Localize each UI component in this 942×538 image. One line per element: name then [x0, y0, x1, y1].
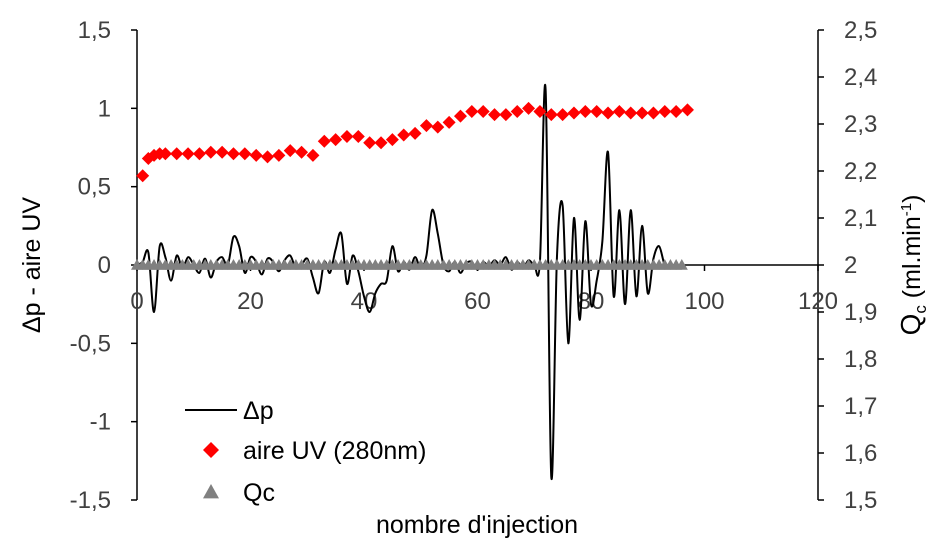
x-tick-label: 20: [237, 288, 264, 315]
y-right-tick-label: 1,6: [844, 440, 877, 467]
x-tick-label: 100: [684, 288, 724, 315]
y-right-tick-label: 2,1: [844, 205, 877, 232]
y-axis-right-title: Qc (ml.min-1): [895, 195, 930, 336]
uv-point: [249, 148, 263, 162]
axes-group: -1,5 -1 -0,5 0 0,5 1 1,5 1,5 1,6 1,7 1,8 1,9 2 2,1 2,2…: [18, 17, 930, 538]
uv-point: [306, 148, 320, 162]
y-right-tick-label: 2,2: [844, 158, 877, 185]
uv-point: [544, 108, 558, 122]
uv-point: [431, 120, 445, 134]
y-right-tick-label: 1,8: [844, 346, 877, 373]
uv-point: [374, 136, 388, 150]
series-line-dp: [136, 84, 682, 481]
y-left-tick-label: 1: [98, 95, 111, 122]
legend-swatch-triangle: [203, 484, 219, 499]
y-left-tick-label: 0: [98, 252, 111, 279]
uv-point: [261, 150, 275, 164]
y-right-tick-label: 2,5: [844, 17, 877, 44]
uv-point: [476, 104, 490, 118]
uv-point: [646, 106, 660, 120]
uv-point: [453, 109, 467, 123]
y-left-tick-label: 0,5: [78, 174, 111, 201]
uv-point: [465, 104, 479, 118]
uv-point: [340, 130, 354, 144]
x-axis-title: nombre d'injection: [376, 511, 578, 538]
y-axis-right-title-part: Q: [895, 314, 926, 336]
uv-point: [408, 126, 422, 140]
uv-point: [488, 108, 502, 122]
uv-point: [499, 108, 513, 122]
uv-point: [522, 101, 536, 115]
uv-point: [351, 130, 365, 144]
qc-point: [675, 259, 688, 270]
uv-point: [567, 106, 581, 120]
legend-swatch-diamond: [203, 442, 219, 458]
y-left-tick-label: -1: [90, 409, 111, 436]
legend-label: Qc: [243, 479, 275, 507]
uv-point: [658, 104, 672, 118]
uv-point: [680, 103, 694, 117]
uv-point: [283, 144, 297, 158]
x-tick-label: 0: [130, 288, 143, 315]
uv-point: [170, 147, 184, 161]
y-right-tick-label: 2,3: [844, 111, 877, 138]
y-axis-right-title-part: ): [898, 195, 926, 203]
uv-point: [590, 104, 604, 118]
plot-area: [131, 84, 694, 481]
y-axis-right-title-part: c: [911, 305, 930, 314]
y-axis-right-title-part: -1: [898, 203, 915, 216]
y-axis-right-title-part: (ml.min: [898, 216, 926, 305]
x-tick-label: 120: [798, 288, 838, 315]
legend: Δp aire UV (280nm) Qc: [185, 397, 426, 507]
legend-label: aire UV (280nm): [243, 437, 426, 465]
uv-point: [238, 147, 252, 161]
y-right-tick-label: 1,5: [844, 487, 877, 514]
uv-point: [510, 104, 524, 118]
uv-point: [635, 106, 649, 120]
uv-point: [442, 115, 456, 129]
uv-point: [578, 104, 592, 118]
uv-point: [136, 169, 150, 183]
uv-point: [419, 119, 433, 133]
y-axis-left-title: Δp - aire UV: [18, 197, 46, 334]
uv-point: [329, 133, 343, 147]
y-left-tick-label: 1,5: [78, 17, 111, 44]
uv-point: [533, 104, 547, 118]
uv-point: [385, 133, 399, 147]
y-right-tick-label: 1,7: [844, 393, 877, 420]
uv-point: [363, 136, 377, 150]
uv-point: [272, 148, 286, 162]
uv-point: [181, 147, 195, 161]
uv-point: [226, 147, 240, 161]
uv-point: [192, 147, 206, 161]
y-right-tick-label: 2: [844, 252, 857, 279]
uv-point: [158, 147, 172, 161]
y-right-tick-label: 1,9: [844, 299, 877, 326]
uv-point: [612, 104, 626, 118]
uv-point: [317, 134, 331, 148]
legend-label: Δp: [243, 397, 274, 425]
y-right-tick-label: 2,4: [844, 64, 877, 91]
uv-point: [669, 104, 683, 118]
uv-point: [215, 145, 229, 159]
uv-point: [556, 108, 570, 122]
y-left-tick-label: -1,5: [70, 487, 111, 514]
uv-point: [601, 106, 615, 120]
uv-point: [624, 106, 638, 120]
y-left-tick-label: -0,5: [70, 330, 111, 357]
uv-point: [204, 145, 218, 159]
x-tick-label: 60: [464, 288, 491, 315]
uv-point: [397, 128, 411, 142]
uv-point: [295, 145, 309, 159]
